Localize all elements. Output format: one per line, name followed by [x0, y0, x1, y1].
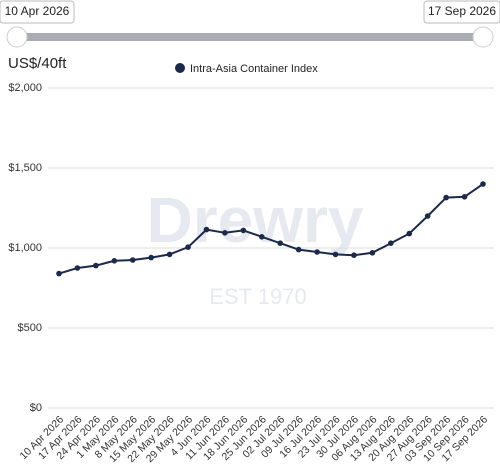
y-tick-label: $500	[18, 322, 42, 334]
y-tick-label: $1,500	[8, 162, 42, 174]
watermark-tagline: EST 1970	[209, 284, 306, 309]
slider-track	[17, 33, 483, 41]
y-tick-label: $1,000	[8, 242, 42, 254]
data-point	[240, 227, 247, 234]
data-point	[258, 234, 265, 240]
data-point	[295, 246, 302, 253]
slider-start-box	[0, 0, 75, 24]
slider-handle-start[interactable]	[6, 26, 28, 48]
data-point	[56, 270, 62, 277]
legend-marker	[175, 63, 185, 73]
y-tick-label: $2,000	[8, 82, 42, 94]
data-point	[222, 230, 228, 236]
data-point	[351, 252, 357, 258]
data-point	[203, 226, 210, 233]
slider-handle-end[interactable]	[472, 26, 494, 48]
data-point	[148, 254, 154, 261]
data-point	[332, 251, 339, 258]
data-point	[388, 240, 394, 246]
data-point	[461, 194, 468, 200]
watermark-brand: Drewry	[147, 184, 364, 256]
data-point	[166, 251, 173, 258]
legend-label: Intra-Asia Container Index	[190, 63, 318, 75]
data-point	[93, 262, 99, 269]
data-point	[480, 181, 486, 187]
data-point	[185, 244, 191, 250]
data-point	[406, 230, 413, 237]
y-axis-label: US$/40ft	[8, 55, 67, 72]
data-point	[424, 213, 431, 219]
data-point	[111, 258, 118, 264]
y-tick-label: $0	[30, 402, 42, 414]
data-point	[129, 257, 136, 263]
data-point	[369, 250, 376, 256]
series-line	[58, 183, 484, 275]
slider-end-box	[423, 0, 500, 24]
data-point	[74, 265, 81, 271]
slider-start-label: 10 Apr 2026	[5, 4, 70, 18]
data-point	[314, 249, 320, 255]
data-point	[277, 240, 284, 246]
slider-end-label: 17 Sep 2026	[428, 4, 496, 18]
data-point	[443, 194, 449, 201]
